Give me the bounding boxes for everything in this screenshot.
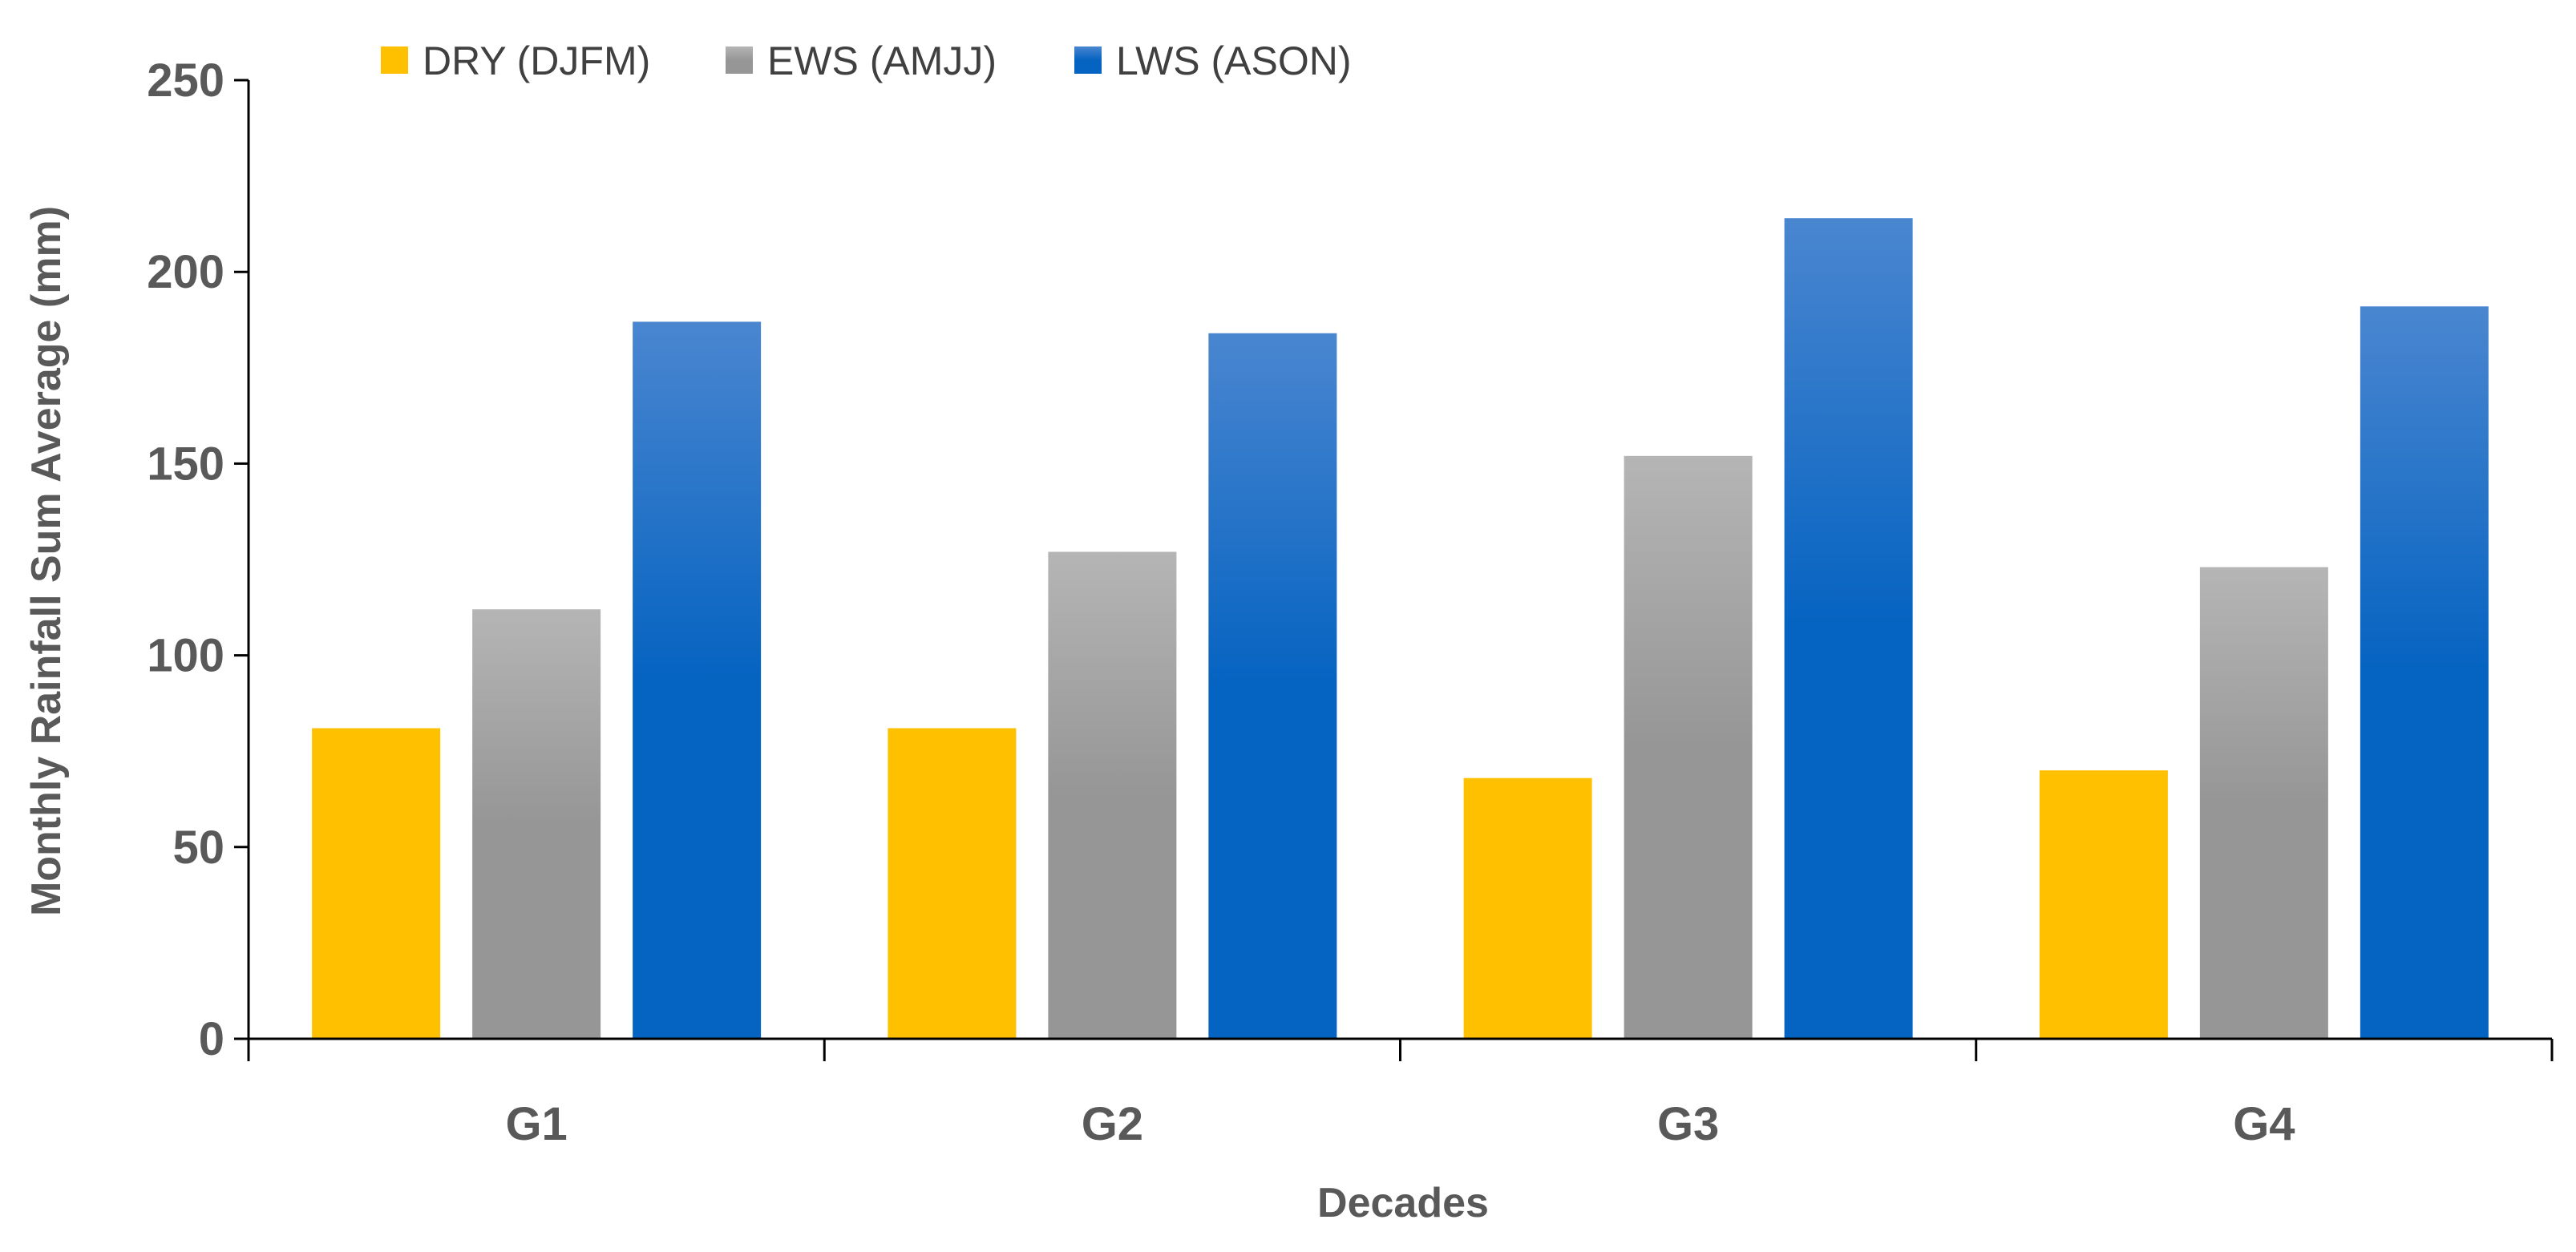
y-axis-title: Monthly Rainfall Sum Average (mm): [23, 206, 70, 916]
y-tick-label: 200: [147, 246, 224, 298]
bar-ews-g1: [472, 609, 601, 1039]
x-axis-labels: G1 G2 G3 G4: [505, 1098, 2295, 1150]
legend-label: EWS (AMJJ): [767, 38, 997, 83]
legend-swatch: [1074, 46, 1102, 74]
axes: [247, 80, 2554, 1061]
bar-ews-g4: [2199, 567, 2328, 1039]
legend-swatch: [726, 46, 753, 74]
bar-lws-g1: [633, 321, 762, 1040]
legend-label: DRY (DJFM): [423, 38, 650, 83]
x-tick-label: G2: [1082, 1098, 1143, 1150]
legend-swatch: [381, 46, 408, 74]
y-tick-label: 100: [147, 630, 224, 682]
bar-ews-g2: [1048, 551, 1177, 1039]
bar-dry-g3: [1463, 777, 1592, 1039]
bar-lws-g3: [1784, 218, 1913, 1039]
legend: DRY (DJFM) EWS (AMJJ) LWS (ASON): [381, 38, 1352, 83]
x-axis-title: Decades: [1317, 1180, 1489, 1226]
bar-lws-g4: [2360, 306, 2489, 1040]
x-tick-label: G1: [505, 1098, 567, 1150]
y-axis-ticks: 0 50 100 150 200 250: [147, 55, 249, 1065]
y-tick-label: 150: [147, 438, 224, 490]
bar-ews-g3: [1624, 455, 1753, 1039]
bar-dry-g1: [312, 728, 441, 1039]
x-tick-label: G3: [1657, 1098, 1719, 1150]
y-tick-label: 0: [199, 1013, 224, 1065]
bar-dry-g2: [888, 728, 1017, 1039]
bar-lws-g2: [1208, 333, 1337, 1039]
bars: [312, 218, 2489, 1040]
y-tick-label: 50: [172, 822, 224, 874]
x-tick-label: G4: [2233, 1098, 2295, 1150]
y-tick-label: 250: [147, 55, 224, 107]
bar-dry-g4: [2039, 770, 2168, 1039]
legend-label: LWS (ASON): [1116, 38, 1352, 83]
